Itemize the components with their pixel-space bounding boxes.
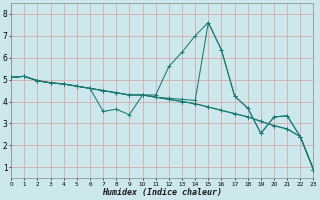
X-axis label: Humidex (Indice chaleur): Humidex (Indice chaleur) — [102, 188, 222, 197]
